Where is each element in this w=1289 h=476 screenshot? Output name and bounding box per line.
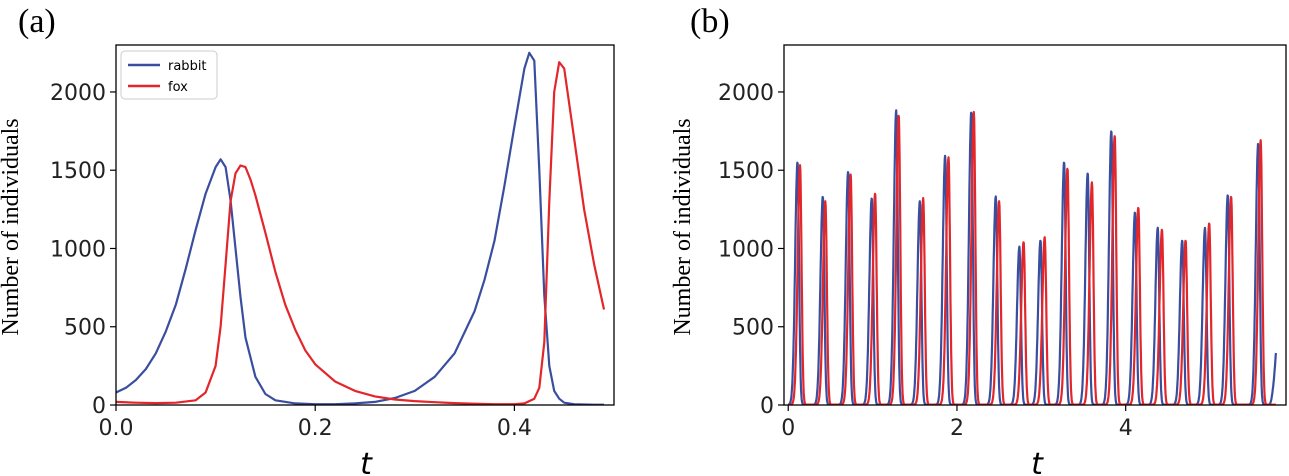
series-line-rabbit xyxy=(787,109,1277,405)
y-tick-label: 2000 xyxy=(718,81,774,106)
legend-label-fox: fox xyxy=(168,80,188,95)
series-line-fox xyxy=(116,61,606,405)
x-tick-label: 4 xyxy=(1119,416,1133,441)
panel-b: (b) Number of individuals t 0 2 4 0 500 1000 1… xyxy=(670,3,1287,476)
legend-a: rabbit fox xyxy=(120,50,218,100)
y-tick-label: 0 xyxy=(92,394,106,419)
x-tick-label: 0.2 xyxy=(298,416,333,441)
y-tick-label: 0 xyxy=(760,394,774,419)
y-tick-label: 1500 xyxy=(718,159,774,184)
y-axis-label-b: Number of individuals xyxy=(670,118,696,335)
panel-label-b: (b) xyxy=(690,3,730,40)
y-tick-label: 1500 xyxy=(50,159,106,184)
y-tick-label: 1000 xyxy=(50,237,106,262)
y-tick-label: 2000 xyxy=(50,81,106,106)
y-tick-label: 500 xyxy=(64,316,106,341)
plot-frame-b xyxy=(783,44,1287,406)
x-tick-label: 0 xyxy=(781,416,795,441)
x-tick-label: 2 xyxy=(950,416,964,441)
x-axis-label-a: t xyxy=(360,447,373,476)
curves-b xyxy=(787,109,1277,405)
panel-a: (a) Number of individuals t 0.0 0.2 0.4 0 50… xyxy=(0,3,615,476)
plot-frame-a xyxy=(115,44,615,406)
ticks-a: 0.0 0.2 0.4 0 500 1000 1500 2000 xyxy=(50,81,532,441)
y-tick-label: 1000 xyxy=(718,237,774,262)
series-line-rabbit xyxy=(116,51,604,405)
x-tick-label: 0.0 xyxy=(99,416,134,441)
y-tick-label: 500 xyxy=(732,316,774,341)
y-axis-label-a: Number of individuals xyxy=(0,118,24,335)
x-axis-label-b: t xyxy=(1031,447,1044,476)
ticks-b: 0 2 4 0 500 1000 1500 2000 xyxy=(718,81,1133,441)
legend-label-rabbit: rabbit xyxy=(168,59,207,74)
x-tick-label: 0.4 xyxy=(497,416,532,441)
panel-label-a: (a) xyxy=(18,3,56,40)
curves-a xyxy=(116,51,606,405)
